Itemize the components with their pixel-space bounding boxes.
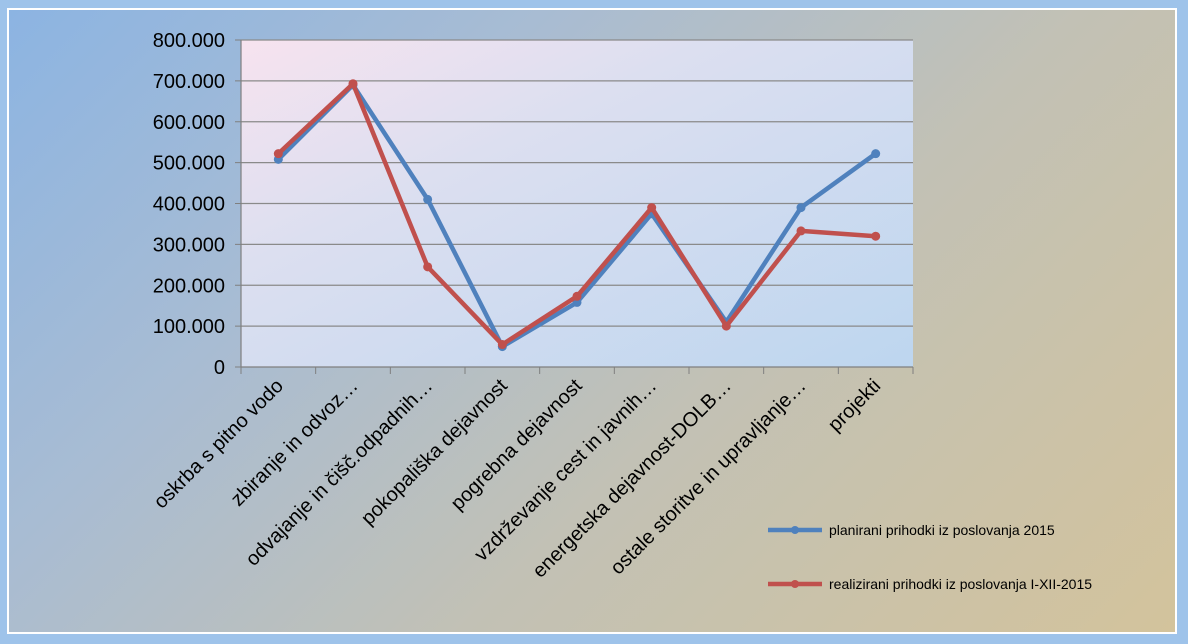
data-point [721, 321, 731, 331]
y-tick-label: 700.000 [153, 71, 225, 93]
y-tick-label: 200.000 [153, 275, 225, 297]
legend-marker [791, 526, 799, 534]
data-point [796, 203, 806, 213]
y-tick-label: 800.000 [153, 30, 225, 52]
legend-label-2: realizirani prihodki iz poslovanja I-XII… [829, 576, 1092, 592]
y-tick-label: 600.000 [153, 112, 225, 134]
x-category-label: oskrba s pitno vodo [150, 375, 288, 513]
data-point [423, 194, 433, 204]
data-point [423, 262, 433, 272]
legend-marker [791, 580, 799, 588]
data-point [871, 149, 881, 159]
data-point [647, 203, 657, 213]
data-point [273, 149, 283, 159]
data-point [796, 226, 806, 236]
x-category-label: pokopališka dejavnost [357, 375, 512, 530]
data-point [348, 79, 358, 89]
y-tick-label: 300.000 [153, 234, 225, 256]
y-tick-label: 400.000 [153, 194, 225, 216]
x-category-label: pogrebna dejavnost [447, 375, 587, 515]
y-tick-label: 0 [214, 357, 225, 379]
y-tick-label: 100.000 [153, 316, 225, 338]
data-point [871, 231, 881, 241]
y-tick-label: 500.000 [153, 153, 225, 175]
x-category-label: zbiranje in odvoz… [227, 375, 363, 511]
x-category-label: projekti [824, 375, 885, 436]
data-point [497, 340, 507, 350]
data-point [572, 291, 582, 301]
legend-label-1: planirani prihodki iz poslovanja 2015 [829, 522, 1055, 538]
